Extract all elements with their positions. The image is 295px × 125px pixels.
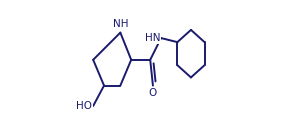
Text: HN: HN	[145, 33, 160, 43]
Text: HO: HO	[76, 101, 92, 111]
Text: O: O	[149, 88, 157, 98]
Text: NH: NH	[113, 19, 128, 29]
